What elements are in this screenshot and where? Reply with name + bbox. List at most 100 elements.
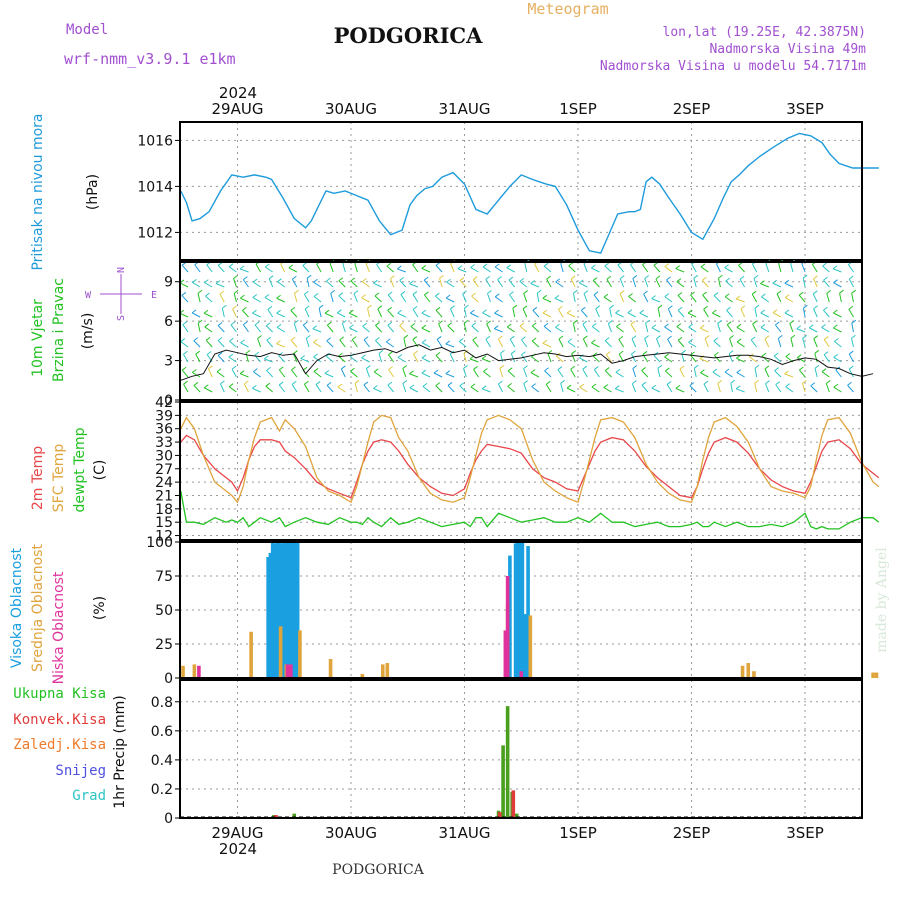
wind-barb-flag <box>205 336 211 341</box>
wind-barb <box>278 369 286 378</box>
top-date-label: 29AUG <box>212 100 264 118</box>
wind-title-line1: 10m Vjetar <box>30 299 46 377</box>
wind-barb <box>675 387 685 393</box>
wind-barb-flag <box>802 380 807 384</box>
wind-barb-flag <box>265 322 271 327</box>
wind-barb-flag <box>472 336 478 341</box>
wind-barb <box>421 342 431 348</box>
lonlat-label: lon,lat (19.25E, 42.3875N) <box>663 25 867 40</box>
wind-barb-flag <box>366 365 371 369</box>
wind-barb <box>472 339 479 348</box>
wind-barb-flag <box>276 309 281 314</box>
wind-barb <box>606 278 612 288</box>
wind-barb-flag <box>641 367 646 371</box>
wind-barb <box>583 263 588 273</box>
wind-barb-flag <box>462 290 467 295</box>
wind-barb <box>764 338 770 348</box>
top-date-label: 30AUG <box>325 100 377 118</box>
cloud-bar <box>282 542 286 678</box>
wind-barb <box>206 264 213 273</box>
wind-barb-flag <box>181 366 187 371</box>
wind-barb <box>497 279 504 288</box>
wind-barb <box>664 266 673 273</box>
wind-barb-flag <box>325 352 331 357</box>
wind-barb-flag <box>435 382 441 387</box>
wind-barb <box>433 372 443 378</box>
wind-barb-flag <box>277 278 282 283</box>
wind-barb <box>736 341 745 348</box>
wind-barb-flag <box>326 381 332 386</box>
wind-barb <box>481 358 491 363</box>
wind-barb-flag <box>560 379 565 384</box>
wind-barb <box>726 324 733 333</box>
wind-barb <box>312 328 322 333</box>
wind-barb-flag <box>183 350 188 355</box>
wind-barb-flag <box>595 305 601 310</box>
wind-barb-flag <box>509 291 514 296</box>
wind-barb-flag <box>373 385 378 389</box>
wind-barb-flag <box>290 336 296 341</box>
wind-barb <box>751 293 758 303</box>
wind-barb <box>463 368 467 378</box>
wind-barb <box>438 323 443 333</box>
wind-barb <box>330 293 334 303</box>
wind-barb <box>531 356 540 363</box>
cloud-bar <box>528 615 533 678</box>
wind-barb-flag <box>337 309 342 314</box>
wind-barb-flag <box>230 321 236 326</box>
wind-barb-flag <box>700 369 705 374</box>
wind-barb-flag <box>302 321 308 326</box>
wind-barb <box>361 357 370 363</box>
wind-barb-flag <box>498 335 503 340</box>
wind-barb-flag <box>703 380 709 385</box>
wind-barb <box>821 371 830 378</box>
wind-barb-flag <box>399 276 405 281</box>
wind-barb-flag <box>591 264 596 269</box>
wind-barb-flag <box>583 335 588 340</box>
wind-barb-flag <box>677 292 683 296</box>
wind-barb-flag <box>240 294 245 299</box>
wind-barb <box>300 358 310 363</box>
wind-barb-flag <box>473 366 478 370</box>
wind-barb-flag <box>664 353 669 358</box>
wind-barb-flag <box>276 294 281 299</box>
wind-barb-flag <box>278 352 283 356</box>
precip-bar <box>511 790 516 818</box>
wind-barb-flag <box>675 384 681 389</box>
wind-barb-flag <box>459 382 465 387</box>
wind-barb-flag <box>726 321 732 326</box>
wind-barb-flag <box>616 323 621 328</box>
wind-barb-flag <box>798 291 804 296</box>
wind-barb <box>208 368 213 378</box>
wind-barb <box>677 309 685 318</box>
wind-barb <box>825 383 830 393</box>
wind-barb <box>651 387 661 393</box>
wind-barb <box>349 327 358 333</box>
cloud-panel: 0 25 50 75 100 <box>146 535 879 687</box>
wind-barb-flag <box>536 289 542 294</box>
wind-barb <box>716 263 721 273</box>
wind-barb <box>458 341 467 348</box>
wind-barb <box>354 383 358 393</box>
wind-barb <box>729 338 733 348</box>
wind-barb <box>580 309 588 318</box>
wind-barb-flag <box>651 295 656 300</box>
wind-barb <box>679 368 685 378</box>
wind-barb-flag <box>851 334 856 339</box>
wind-barb <box>339 339 346 348</box>
bottom-date-label: 31AUG <box>439 824 491 842</box>
wind-barb <box>399 280 407 288</box>
wind-barb-flag <box>784 370 789 375</box>
temp-series-line <box>180 490 880 530</box>
wind-barb-flag <box>631 350 636 355</box>
wind-barb-flag <box>193 382 199 386</box>
wind-barb <box>280 263 286 273</box>
wind-barb <box>179 282 189 288</box>
wind-barb-flag <box>509 335 515 340</box>
wind-barb <box>802 338 806 348</box>
y-tick-label: 1016 <box>137 133 173 149</box>
wind-barb-flag <box>700 263 706 268</box>
wind-barb-flag <box>530 369 536 374</box>
wind-barb-flag <box>400 291 406 295</box>
wind-barb-flag <box>445 340 451 345</box>
